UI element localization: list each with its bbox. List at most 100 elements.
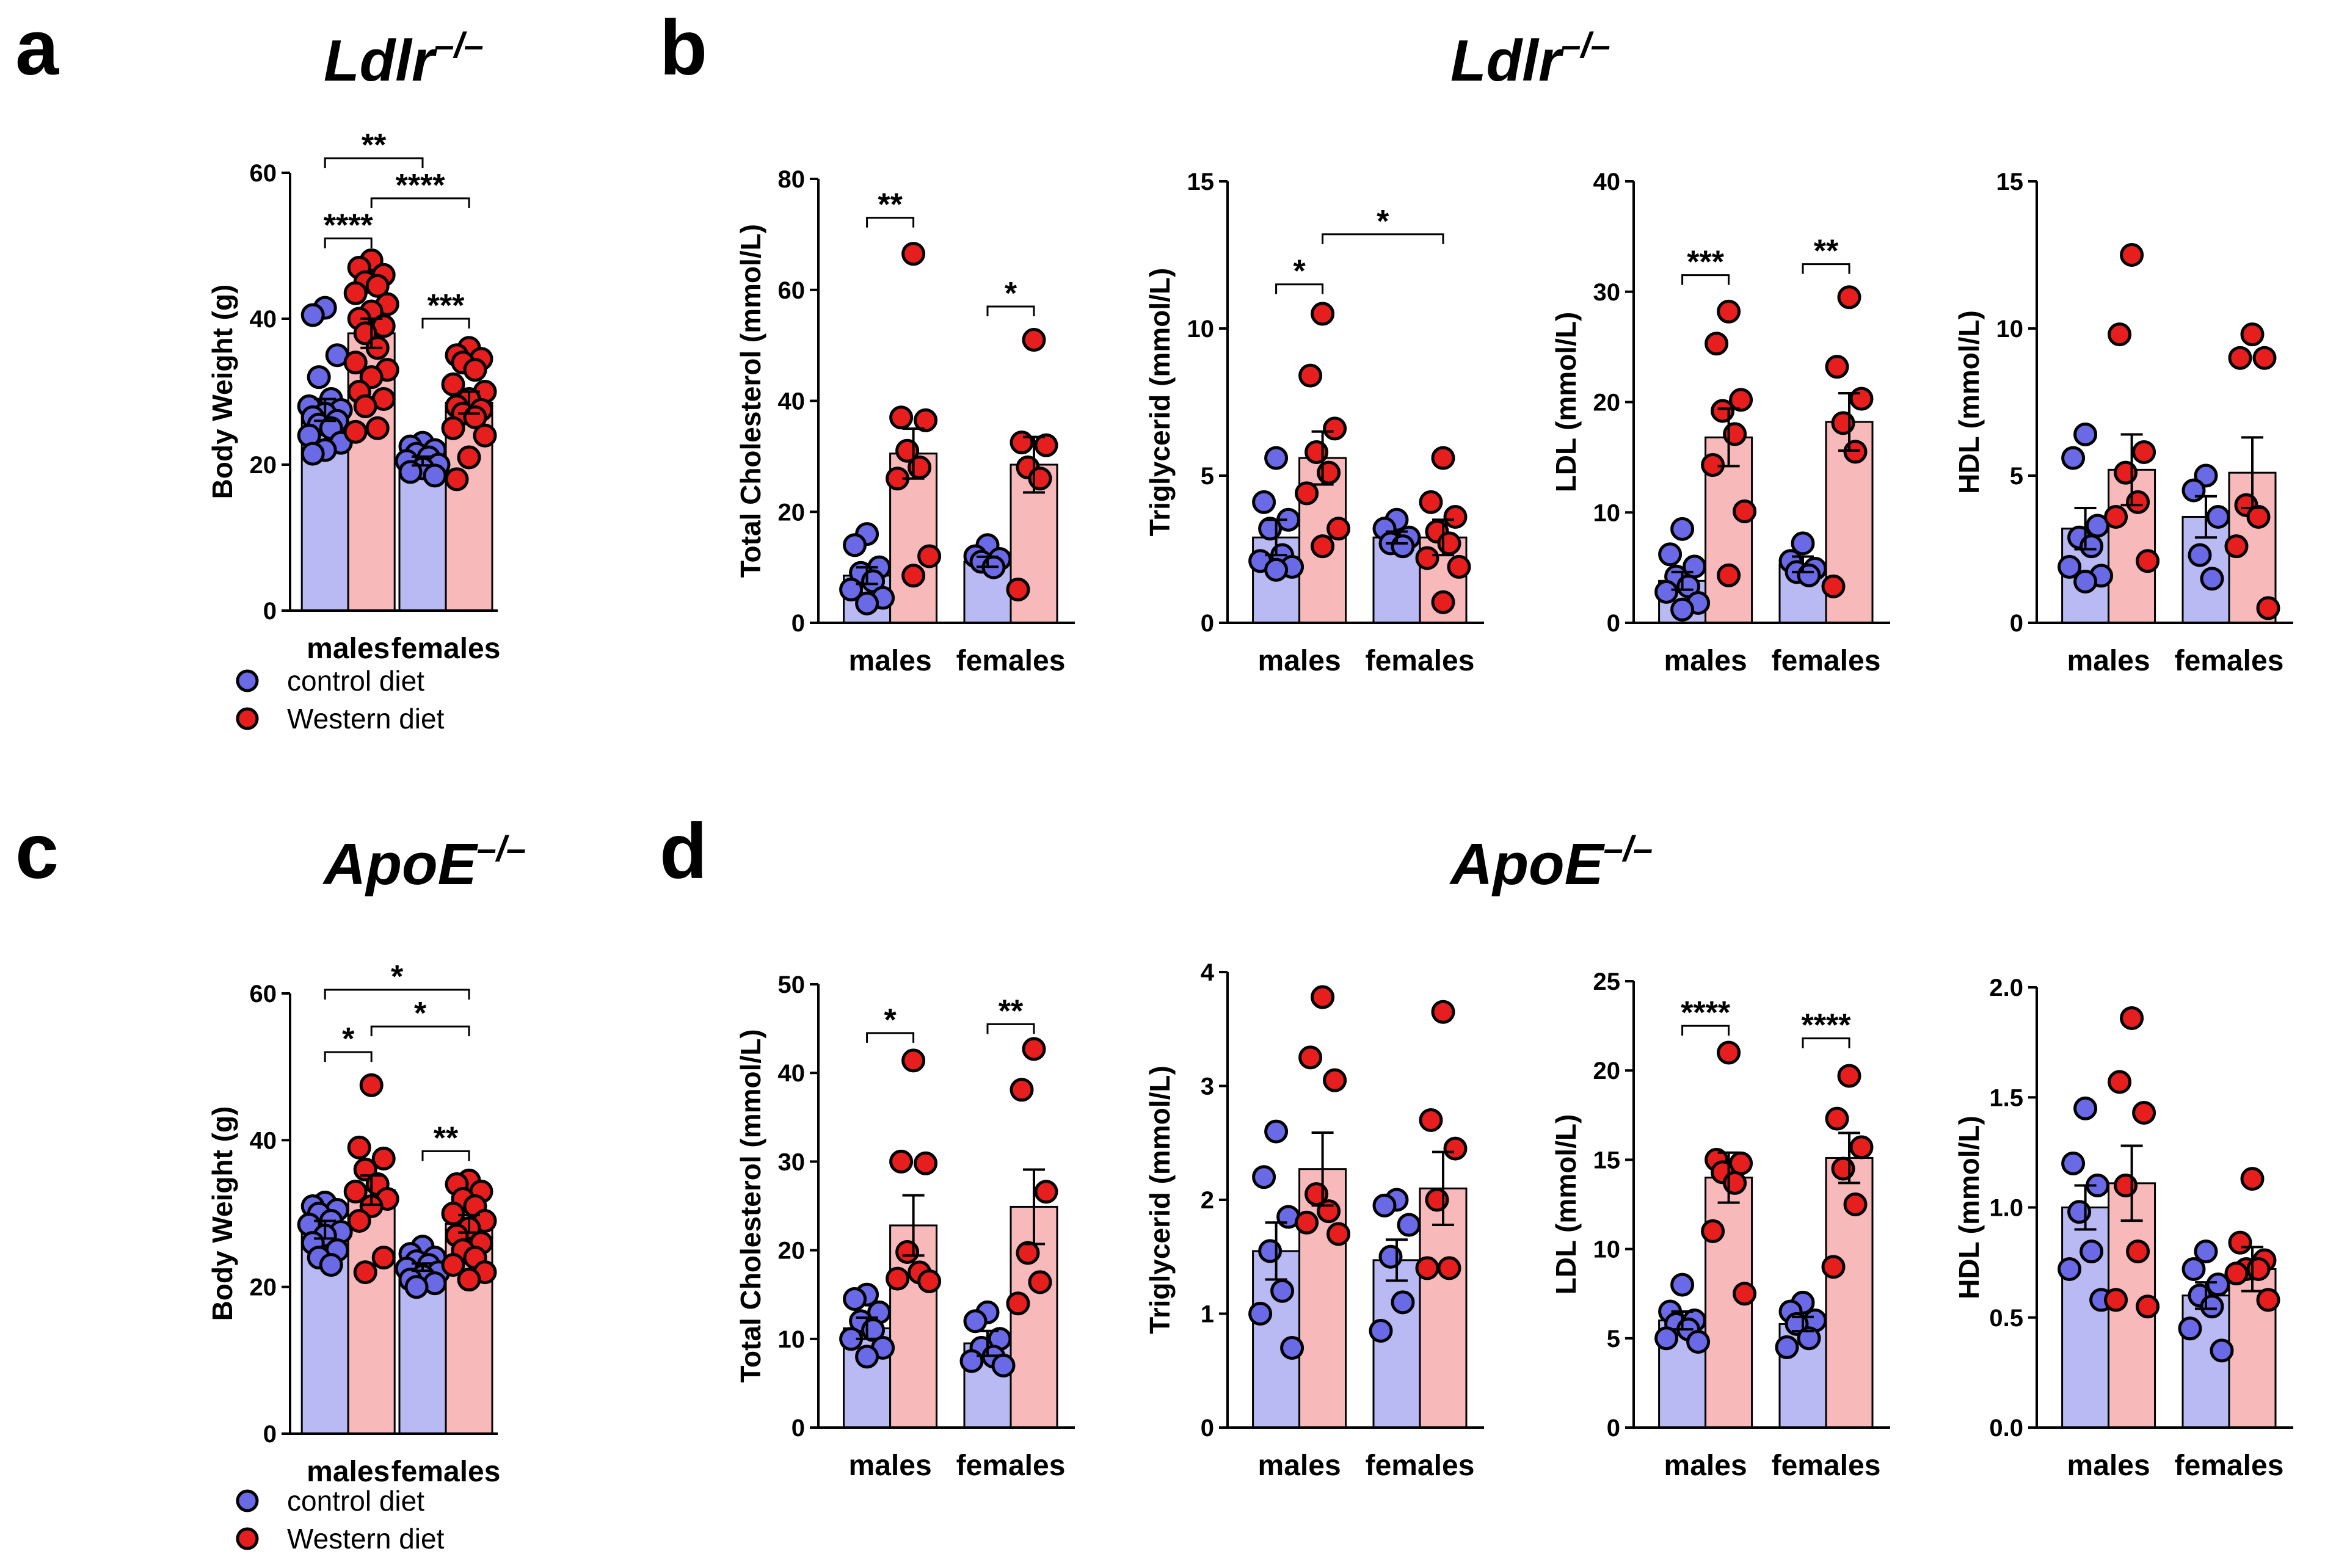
errorbar-c-bw-control-males bbox=[314, 1219, 337, 1240]
point-b-hdl-control-females bbox=[2206, 504, 2230, 529]
point-b-ldl-control-males bbox=[1654, 579, 1679, 604]
ylabel-c-bw: Body Weight (g) bbox=[206, 1106, 238, 1321]
errorbar-b-tc-western-males bbox=[902, 427, 925, 480]
point-d-hdl-western-females bbox=[2224, 1261, 2249, 1286]
point-b-tc-western-males bbox=[914, 408, 938, 432]
ytick-label-b-ldl: 40 bbox=[1593, 169, 1621, 195]
chart-b-total-cholesterol: 0 20 40 60 80 males females Total Cholesterol (… bbox=[735, 166, 1075, 677]
errorbar-b-tg-western-females bbox=[1432, 518, 1454, 557]
errorbar-d-tg-control-males bbox=[1265, 1221, 1287, 1281]
point-d-ldl-western-females bbox=[1821, 1255, 1846, 1279]
ytick-label-b-tc: 0 bbox=[791, 610, 805, 637]
errorbar-b-tc-western-females bbox=[1023, 435, 1045, 494]
point-b-tg-western-males bbox=[1323, 416, 1347, 441]
ylabel-a-bw: Body Weight (g) bbox=[206, 285, 238, 499]
point-d-tg-control-females bbox=[1397, 1213, 1421, 1237]
errorbar-b-ldl-control-females bbox=[1792, 555, 1814, 573]
ytick-label-b-tg: 15 bbox=[1187, 169, 1215, 195]
category-label-b-ldl-females: females bbox=[1772, 645, 1881, 677]
point-b-tg-western-males bbox=[1311, 534, 1335, 559]
category-label-d-ldl-females: females bbox=[1772, 1450, 1881, 1482]
point-d-tg-western-females bbox=[1443, 1136, 1468, 1161]
point-a-bw-western-males bbox=[365, 274, 390, 298]
legend-a-western-marker bbox=[236, 707, 259, 730]
category-label-a-bw-females: females bbox=[391, 633, 501, 665]
point-d-tc-western-males bbox=[917, 1269, 942, 1293]
point-c-bw-western-females bbox=[457, 1268, 481, 1292]
point-c-bw-western-males bbox=[371, 1146, 396, 1171]
errorbar-b-hdl-western-females bbox=[2241, 436, 2263, 510]
point-b-hdl-western-males bbox=[2108, 322, 2132, 347]
errorbar-a-bw-western-females bbox=[458, 390, 480, 415]
ytick-label-a-bw: 60 bbox=[250, 160, 277, 187]
significance-a-bw-3: *** bbox=[421, 288, 470, 328]
point-b-ldl-western-males bbox=[1729, 388, 1753, 412]
ytick-label-d-hdl: 1.0 bbox=[1989, 1195, 2023, 1222]
point-b-hdl-western-females bbox=[2252, 346, 2277, 370]
point-d-tc-western-males bbox=[889, 1149, 914, 1174]
point-d-tc-control-females bbox=[959, 1349, 984, 1373]
point-d-tc-control-males bbox=[855, 1345, 879, 1369]
point-b-hdl-control-males bbox=[2058, 554, 2082, 579]
point-d-ldl-control-females bbox=[1775, 1335, 1799, 1359]
panel-title-a-gene: Ldlr bbox=[324, 28, 437, 93]
point-b-hdl-control-males bbox=[2073, 570, 2098, 594]
point-d-hdl-western-females bbox=[2228, 1230, 2252, 1255]
point-a-bw-western-females bbox=[463, 358, 487, 382]
significance-b-ldl-1: ** bbox=[1802, 234, 1850, 274]
point-d-hdl-control-females bbox=[2194, 1240, 2218, 1264]
point-d-tg-western-males bbox=[1295, 1210, 1319, 1235]
point-b-tc-control-males bbox=[855, 591, 879, 615]
significance-label-d-tc-0: * bbox=[884, 1003, 897, 1038]
errorbar-a-bw-control-females bbox=[412, 455, 434, 467]
point-d-tg-control-males bbox=[1252, 1165, 1276, 1189]
legend-c-western-label: Western diet bbox=[287, 1523, 445, 1555]
point-b-hdl-western-females bbox=[2224, 534, 2249, 559]
ytick-label-d-hdl: 1.5 bbox=[1989, 1084, 2023, 1111]
ytick-label-d-hdl: 0.5 bbox=[1989, 1305, 2023, 1332]
ytick-label-b-tg: 10 bbox=[1187, 316, 1215, 343]
point-a-bw-western-males bbox=[343, 419, 368, 444]
point-b-tg-western-females bbox=[1419, 490, 1443, 514]
point-d-tc-western-females bbox=[1006, 1291, 1030, 1316]
point-b-hdl-western-males bbox=[2132, 440, 2156, 464]
point-d-tg-western-females bbox=[1419, 1108, 1443, 1132]
errorbar-d-tc-western-females bbox=[1023, 1168, 1045, 1246]
significance-a-bw-0: ** bbox=[324, 128, 424, 169]
significance-label-a-bw-0: ** bbox=[362, 128, 387, 163]
errorbar-b-tg-western-males bbox=[1311, 430, 1334, 486]
point-d-tc-control-females bbox=[963, 1309, 988, 1334]
category-label-d-hdl-females: females bbox=[2175, 1450, 2284, 1482]
panel-letter-a: a bbox=[15, 4, 59, 92]
ytick-label-b-tc: 40 bbox=[778, 388, 806, 415]
legend-a: control diet Western diet bbox=[236, 665, 445, 735]
ytick-label-d-tg: 0 bbox=[1201, 1415, 1214, 1442]
ytick-label-b-ldl: 30 bbox=[1593, 279, 1621, 306]
point-b-ldl-western-females bbox=[1825, 355, 1849, 379]
point-c-bw-western-males bbox=[353, 1260, 377, 1285]
ytick-label-b-hdl: 5 bbox=[2010, 463, 2023, 490]
ytick-label-d-tc: 10 bbox=[778, 1326, 806, 1353]
point-d-tg-control-males bbox=[1280, 1335, 1304, 1360]
ytick-label-b-hdl: 15 bbox=[1996, 169, 2024, 195]
point-b-ldl-control-females bbox=[1791, 531, 1815, 556]
significance-d-ldl-0: **** bbox=[1681, 995, 1731, 1036]
point-d-tg-control-males bbox=[1264, 1119, 1289, 1144]
errorbar-b-hdl-western-males bbox=[2120, 433, 2143, 507]
point-d-tg-control-males bbox=[1270, 1279, 1295, 1303]
point-b-tc-western-males bbox=[901, 564, 926, 588]
point-d-tc-western-females bbox=[1028, 1270, 1052, 1294]
errorbar-b-ldl-control-males bbox=[1671, 570, 1694, 591]
errorbar-d-hdl-control-females bbox=[2195, 1281, 2217, 1310]
point-d-ldl-western-males bbox=[1701, 1219, 1725, 1243]
point-d-hdl-control-males bbox=[2073, 1096, 2098, 1120]
point-d-tc-western-males bbox=[901, 1048, 926, 1073]
chart-d-total-cholesterol: 0 10 20 30 40 50 males females Total Cholesterol… bbox=[735, 971, 1075, 1482]
errorbar-d-hdl-control-males bbox=[2074, 1184, 2097, 1231]
errorbar-b-hdl-control-males bbox=[2074, 507, 2097, 551]
legend-c-control-marker bbox=[236, 1489, 259, 1512]
ytick-label-b-ldl: 10 bbox=[1593, 499, 1621, 526]
significance-label-b-tg-1: * bbox=[1377, 204, 1389, 239]
